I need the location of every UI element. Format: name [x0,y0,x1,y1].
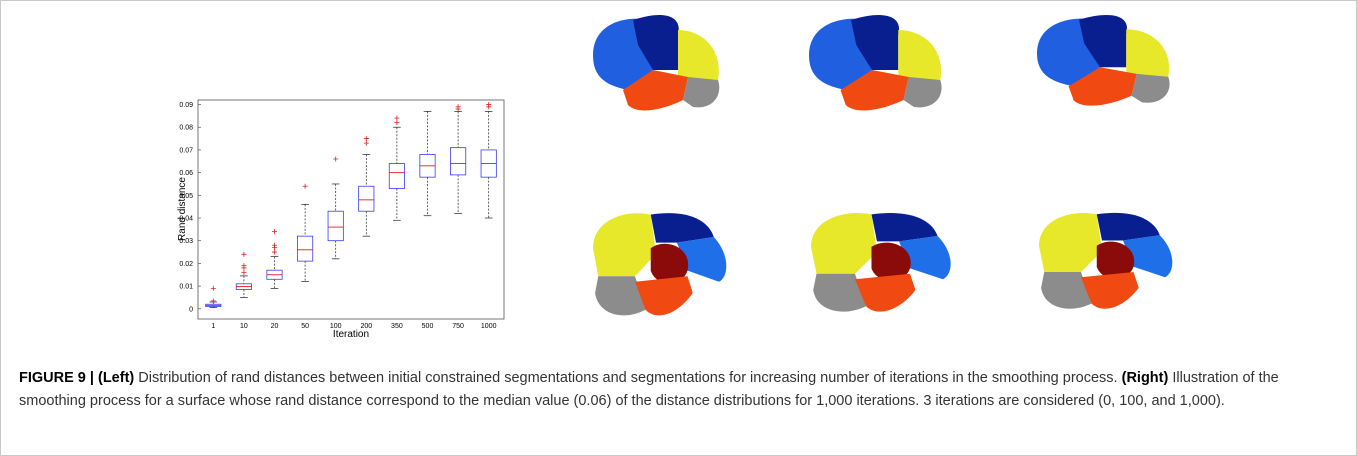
x-tick-label: 1000 [481,323,497,330]
box [358,185,375,212]
x-tick-label: 1 [211,323,215,330]
outlier [272,229,277,235]
outlier [363,136,369,142]
outlier [210,285,216,291]
caption-label: FIGURE 9 | [19,370,94,386]
brain-image [593,213,727,316]
outlier [241,251,247,257]
plot-frame [197,99,505,320]
caption-text: Distribution of rand distances between i… [138,370,1118,386]
outlier [394,120,400,126]
caption: FIGURE 9 | (Left) Distribution of rand d… [19,367,1339,413]
outlier [272,249,277,255]
y-tick-label: 0.03 [179,238,193,245]
y-tick-label: 0.07 [179,147,193,154]
y-tick-label: 0 [189,306,193,313]
outlier [241,269,247,275]
x-tick-label: 100 [330,323,342,330]
outlier [486,102,492,108]
y-tick-label: 0.09 [179,102,193,109]
outlier [363,140,369,146]
y-tick-label: 0.01 [179,284,193,291]
y-tick-label: 0.06 [179,170,193,177]
figure-panels: Iteration Rand distance 0 0.01 0.02 0.03 0.0… [177,15,1173,340]
box [388,163,405,189]
outlier [394,115,400,121]
box [450,147,467,176]
caption-heading: (Left) [98,370,135,386]
caption-text: Illustration of the smoothing process fo… [19,370,1279,409]
x-tick-label: 50 [301,323,309,330]
caption-heading: (Right) [1121,370,1169,386]
outlier [210,298,216,304]
brain-image [1037,15,1170,106]
outlier [333,156,339,162]
outlier [241,263,247,269]
y-tick-label: 0.05 [179,193,193,200]
x-tick-label: 20 [271,323,279,330]
outlier [302,183,308,189]
x-tick-label: 350 [391,323,403,330]
brain-image [811,212,951,312]
brain-image [1039,212,1173,309]
x-tick-label: 200 [360,323,372,330]
y-tick-label: 0.08 [179,125,193,132]
box [297,235,314,262]
box [327,210,344,242]
outlier [455,104,461,110]
y-tick-label: 0.02 [179,261,193,268]
x-tick-label: 500 [422,323,434,330]
x-axis-label: Iteration [333,329,369,340]
x-tick-label: 750 [452,323,464,330]
y-axis-label: Rand distance [177,177,188,241]
x-tick-label: 10 [240,323,248,330]
brain-image [809,15,942,111]
brain-image [593,15,720,111]
y-tick-label: 0.04 [179,216,193,223]
outlier [272,242,277,248]
